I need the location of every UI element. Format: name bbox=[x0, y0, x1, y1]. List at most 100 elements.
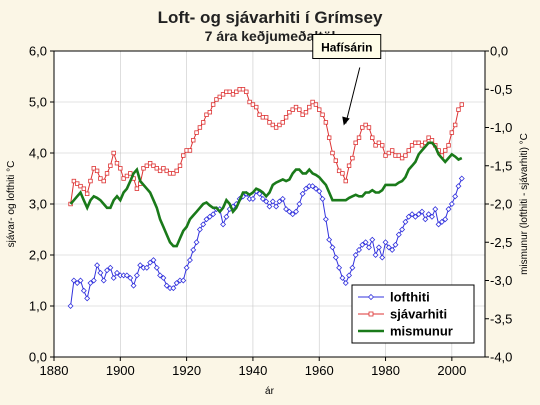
legend-marker bbox=[368, 311, 374, 317]
data-point bbox=[250, 102, 256, 107]
data-point bbox=[290, 107, 295, 112]
data-point bbox=[223, 213, 230, 220]
data-point bbox=[300, 112, 305, 117]
data-point bbox=[137, 262, 144, 269]
data-point bbox=[349, 264, 356, 271]
x-axis-label: ár bbox=[265, 386, 275, 397]
data-point bbox=[443, 148, 448, 153]
data-point bbox=[409, 211, 416, 218]
data-point bbox=[128, 171, 133, 176]
data-point bbox=[227, 89, 232, 94]
data-point bbox=[442, 216, 449, 223]
data-point bbox=[100, 277, 107, 284]
data-point bbox=[147, 259, 154, 266]
data-point bbox=[326, 135, 332, 140]
data-point bbox=[379, 254, 386, 261]
data-point bbox=[70, 277, 77, 284]
data-point bbox=[303, 185, 309, 192]
y-tick-label-right: -4,0 bbox=[490, 350, 512, 365]
data-point bbox=[330, 150, 335, 156]
data-point bbox=[372, 252, 379, 258]
data-point bbox=[419, 143, 425, 148]
y-tick-label-left: 2,0 bbox=[29, 248, 47, 263]
data-point bbox=[319, 195, 326, 202]
data-point bbox=[329, 244, 336, 251]
series-mismunur bbox=[69, 141, 463, 248]
data-point bbox=[151, 163, 156, 168]
data-point bbox=[121, 176, 126, 181]
data-point bbox=[220, 92, 226, 97]
data-point bbox=[366, 125, 372, 130]
data-point bbox=[114, 160, 120, 166]
data-point bbox=[257, 112, 262, 117]
legend-label-lofthiti: lofthiti bbox=[390, 290, 430, 305]
data-point bbox=[273, 203, 280, 210]
data-point bbox=[297, 107, 302, 112]
data-point bbox=[123, 272, 130, 279]
data-point bbox=[130, 282, 137, 289]
data-point bbox=[110, 274, 117, 281]
data-point bbox=[207, 110, 213, 115]
x-tick-label: 1960 bbox=[305, 363, 334, 378]
data-point bbox=[108, 163, 113, 168]
data-point bbox=[399, 226, 406, 233]
data-point bbox=[326, 236, 333, 243]
data-point bbox=[111, 150, 116, 156]
data-point bbox=[287, 110, 292, 115]
data-point bbox=[164, 168, 169, 174]
data-point bbox=[244, 89, 249, 94]
data-point bbox=[210, 211, 217, 218]
data-point bbox=[283, 115, 289, 120]
annotation-label: Hafísárin bbox=[321, 41, 372, 55]
data-point bbox=[455, 183, 462, 190]
data-point bbox=[124, 173, 130, 179]
data-point bbox=[194, 130, 199, 135]
data-point bbox=[204, 112, 209, 117]
data-point bbox=[263, 198, 270, 205]
data-point bbox=[459, 102, 464, 107]
data-point bbox=[395, 231, 402, 238]
chart-subtitle: 7 ára keðjumeðaltöl bbox=[204, 28, 336, 44]
data-point bbox=[322, 216, 329, 223]
data-point bbox=[254, 104, 259, 110]
data-point bbox=[141, 166, 146, 171]
data-point bbox=[161, 166, 166, 171]
data-point bbox=[382, 239, 389, 246]
data-point bbox=[456, 107, 461, 112]
data-point bbox=[286, 208, 293, 215]
data-point bbox=[392, 241, 399, 248]
data-point bbox=[97, 269, 104, 276]
data-point bbox=[88, 178, 93, 184]
data-point bbox=[448, 201, 455, 207]
data-point bbox=[81, 186, 87, 191]
data-point bbox=[256, 190, 263, 197]
data-point bbox=[186, 257, 193, 264]
data-point bbox=[147, 160, 153, 166]
data-point bbox=[134, 186, 140, 191]
data-point bbox=[74, 280, 81, 287]
data-point bbox=[190, 246, 197, 253]
data-point bbox=[310, 99, 315, 105]
data-point bbox=[160, 274, 167, 281]
data-point bbox=[180, 277, 187, 284]
data-point bbox=[363, 122, 368, 128]
data-point bbox=[206, 213, 213, 220]
data-point bbox=[196, 226, 203, 233]
data-point bbox=[296, 201, 303, 207]
data-point bbox=[446, 143, 451, 148]
annotation-arrow bbox=[345, 67, 361, 124]
data-point bbox=[94, 168, 100, 174]
data-point bbox=[359, 241, 366, 248]
data-point bbox=[435, 221, 442, 228]
data-point bbox=[362, 239, 369, 246]
data-point bbox=[197, 125, 203, 130]
data-point bbox=[323, 120, 329, 125]
data-point bbox=[346, 163, 352, 168]
data-point bbox=[267, 120, 272, 125]
data-point bbox=[316, 188, 323, 195]
annotation-box bbox=[312, 34, 382, 59]
data-point bbox=[90, 277, 97, 284]
data-point bbox=[173, 280, 180, 287]
data-point bbox=[200, 221, 207, 228]
